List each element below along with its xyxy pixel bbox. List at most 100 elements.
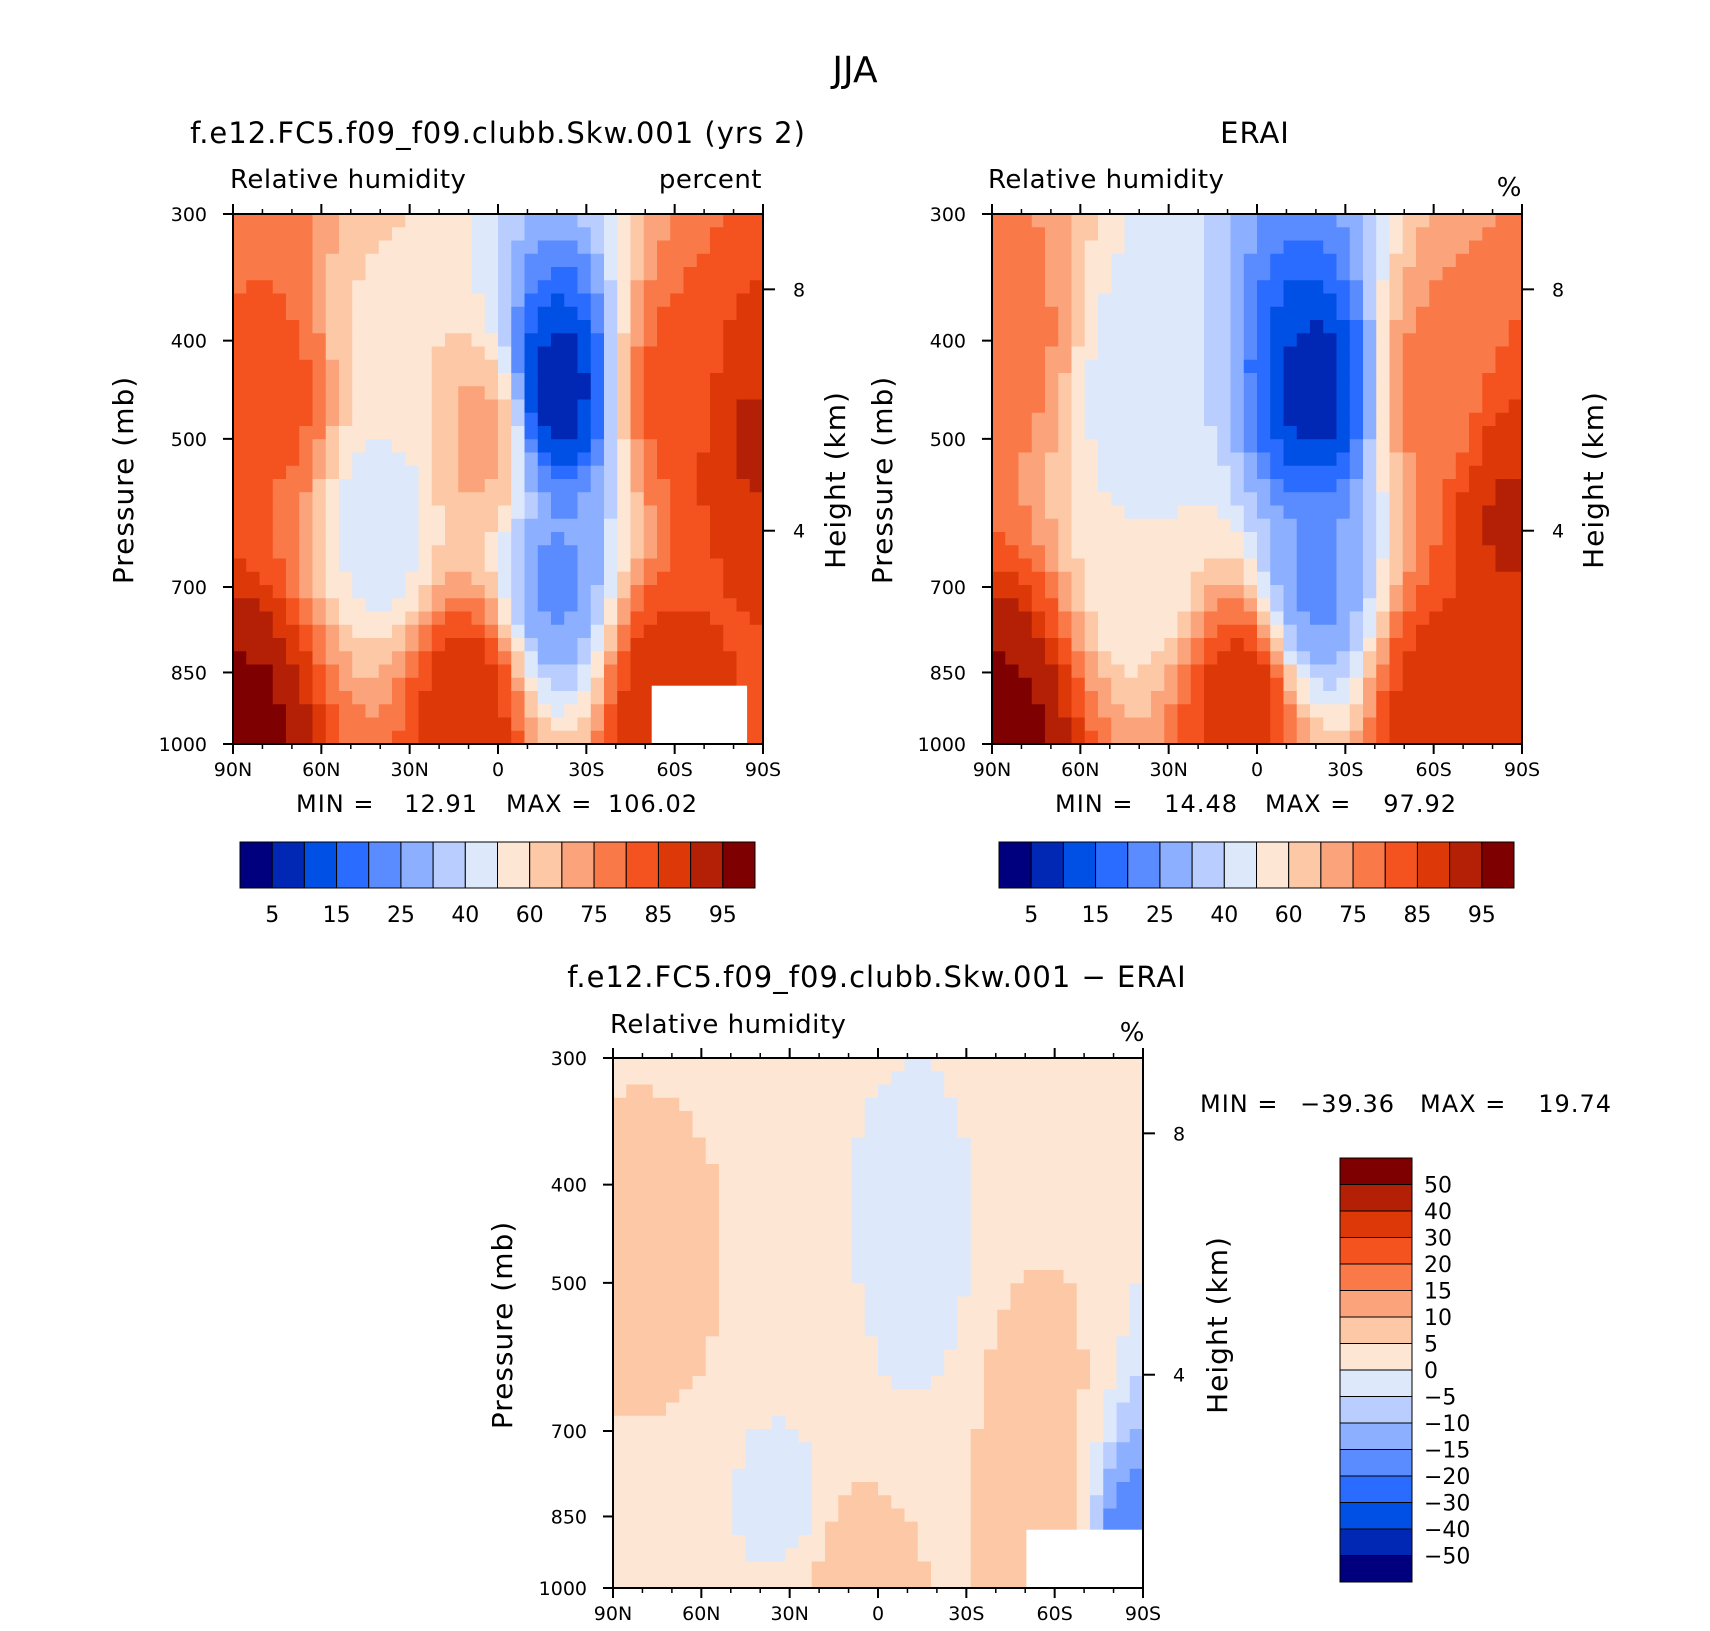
field-cell	[657, 346, 671, 361]
field-cell	[736, 505, 751, 520]
field-cell	[1090, 1362, 1104, 1377]
field-cell	[551, 306, 565, 321]
field-cell	[365, 545, 380, 560]
field-cell	[1050, 1455, 1065, 1470]
field-cell	[233, 439, 247, 454]
field-cell	[1098, 585, 1112, 599]
field-cell	[1090, 1336, 1104, 1351]
field-cell	[957, 1150, 972, 1165]
field-cell	[1190, 253, 1205, 268]
field-cell	[1031, 359, 1046, 374]
field-cell	[1402, 624, 1417, 639]
field-cell	[458, 227, 473, 242]
field-cell	[1230, 479, 1245, 493]
field-cell	[666, 1336, 680, 1351]
field-cell	[272, 730, 287, 745]
field-cell	[1323, 545, 1338, 560]
field-cell	[696, 465, 711, 480]
field-cell	[431, 479, 446, 493]
field-cell	[405, 320, 420, 334]
field-cell	[732, 1415, 747, 1430]
field-cell	[1190, 412, 1205, 427]
field-cell	[365, 492, 380, 507]
field-cell	[1111, 465, 1126, 480]
field-cell	[418, 320, 433, 334]
field-cell	[643, 293, 658, 308]
field-cell	[484, 585, 499, 599]
field-cell	[1005, 293, 1020, 308]
field-cell	[652, 1468, 667, 1483]
field-cell	[1257, 214, 1271, 228]
field-cell	[1045, 439, 1059, 454]
field-cell	[1137, 214, 1152, 228]
field-cell	[378, 624, 393, 639]
field-cell	[1429, 227, 1444, 242]
field-cell	[1018, 571, 1033, 586]
field-cell	[719, 1058, 733, 1072]
field-cell	[1023, 1389, 1038, 1404]
field-cell	[1084, 492, 1099, 507]
field-cell	[1124, 426, 1139, 440]
field-cell	[1495, 253, 1510, 268]
field-cell	[683, 532, 698, 546]
field-cell	[1455, 426, 1470, 440]
field-cell	[312, 306, 327, 321]
field-cell	[626, 1137, 641, 1152]
field-cell	[1323, 518, 1338, 533]
field-cell	[339, 439, 353, 454]
field-cell	[604, 691, 618, 705]
field-cell	[1376, 691, 1391, 705]
field-cell	[732, 1455, 747, 1470]
field-cell	[798, 1283, 813, 1298]
field-cell	[736, 412, 751, 427]
colorbar-label: 5	[265, 903, 279, 928]
field-cell	[970, 1071, 985, 1086]
field-cell	[1376, 558, 1391, 573]
field-cell	[639, 1270, 654, 1284]
field-cell	[723, 399, 738, 414]
field-cell	[1230, 280, 1245, 295]
field-cell	[1402, 518, 1417, 533]
field-cell	[931, 1270, 945, 1284]
field-cell	[1270, 346, 1285, 361]
field-cell	[1084, 346, 1099, 361]
field-cell	[1455, 267, 1470, 281]
field-cell	[1243, 227, 1258, 242]
field-cell	[657, 505, 671, 520]
field-cell	[1270, 611, 1285, 626]
field-cell	[1230, 359, 1245, 374]
field-cell	[917, 1111, 932, 1125]
field-cell	[246, 677, 261, 692]
field-cell	[1323, 333, 1338, 348]
field-cell	[957, 1164, 972, 1178]
field-cell	[643, 280, 658, 295]
field-cell	[1045, 717, 1059, 732]
field-cell	[657, 293, 671, 308]
field-cell	[445, 624, 459, 639]
field-cell	[1164, 426, 1179, 440]
field-cell	[1389, 240, 1404, 255]
min-label: MIN =	[296, 790, 374, 818]
field-cell	[957, 1270, 972, 1284]
field-cell	[1230, 704, 1245, 719]
field-cell	[1050, 1376, 1065, 1390]
field-cell	[749, 373, 764, 387]
field-cell	[1076, 1429, 1091, 1443]
field-cell	[917, 1230, 932, 1245]
field-cell	[772, 1177, 786, 1192]
field-cell	[705, 1084, 720, 1099]
field-cell	[772, 1124, 786, 1139]
field-cell	[392, 426, 406, 440]
field-cell	[1389, 280, 1404, 295]
field-cell	[484, 320, 499, 334]
field-cell	[917, 1495, 932, 1510]
field-cell	[944, 1283, 959, 1298]
field-cell	[732, 1402, 747, 1417]
field-cell	[1442, 293, 1457, 308]
field-cell	[484, 651, 499, 666]
field-cell	[1376, 227, 1391, 242]
field-cell	[1031, 214, 1046, 228]
colorbar-box	[400, 841, 434, 889]
field-cell	[1124, 598, 1139, 613]
field-cell	[772, 1468, 786, 1483]
